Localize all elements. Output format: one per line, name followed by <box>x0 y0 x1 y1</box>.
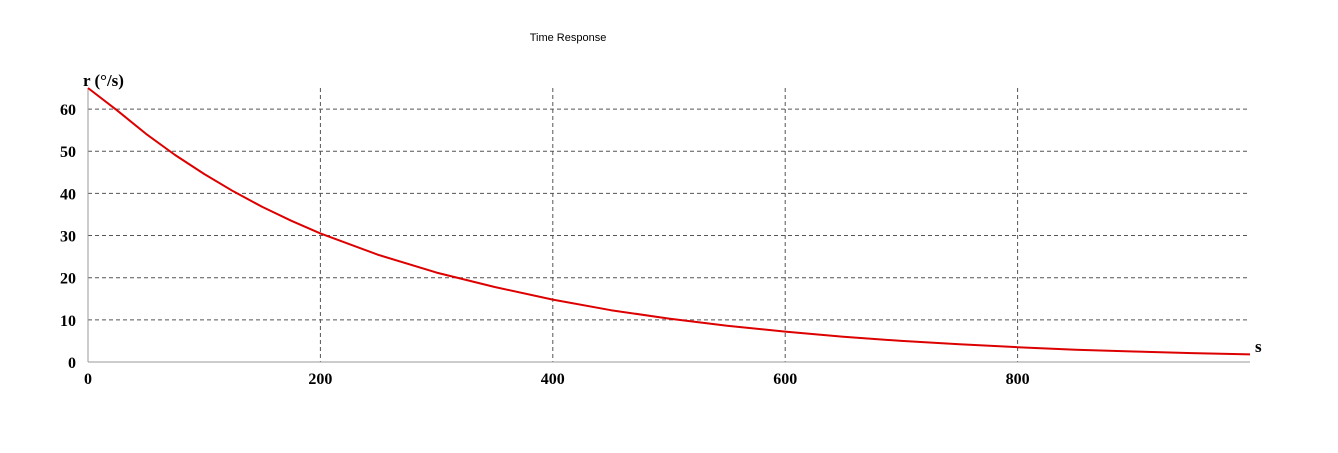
x-tick-label: 400 <box>541 371 565 388</box>
y-tick-label: 60 <box>60 102 76 119</box>
y-tick-label: 10 <box>60 313 76 330</box>
y-tick-label: 30 <box>60 229 76 246</box>
y-axis-label: r (°/s) <box>83 71 124 90</box>
x-tick-label: 0 <box>84 371 92 388</box>
series-line <box>87 87 1251 356</box>
grid-layer <box>88 88 1250 362</box>
y-tick-label: 40 <box>60 186 76 203</box>
x-axis-label: s <box>1255 337 1262 356</box>
y-tick-label: 50 <box>60 144 76 161</box>
x-tick-label: 200 <box>308 371 332 388</box>
x-tick-label: 800 <box>1006 371 1030 388</box>
y-tick-label: 0 <box>68 355 76 372</box>
chart-title: Time Response <box>530 32 607 44</box>
y-tick-label: 20 <box>60 271 76 288</box>
series-layer <box>87 87 1251 356</box>
x-tick-label: 600 <box>773 371 797 388</box>
